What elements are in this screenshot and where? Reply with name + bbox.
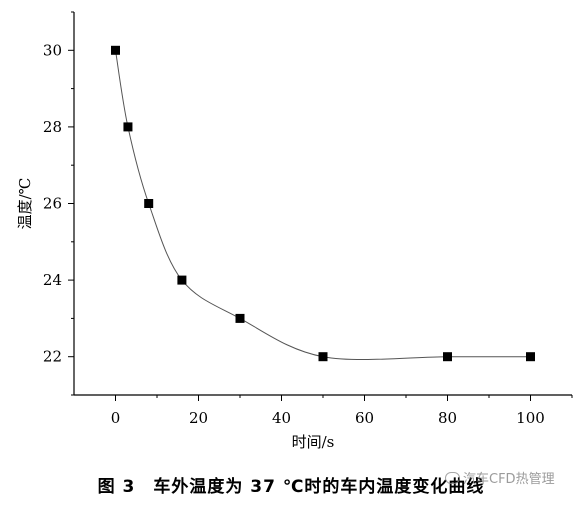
chart-tick-labels: 0 20 40 60 80 100 22 24 26 28 30 (43, 41, 545, 427)
data-point (235, 313, 245, 323)
data-point (177, 275, 187, 285)
y-tick-label: 26 (43, 195, 62, 213)
y-tick-label: 24 (43, 271, 62, 289)
figure-caption: 图 3 车外温度为 37 ℃时的车内温度变化曲线 (97, 477, 485, 497)
data-point (111, 45, 120, 55)
y-axis-title: 温度/℃ (16, 178, 34, 230)
data-markers (111, 45, 535, 362)
x-tick-label: 60 (355, 409, 374, 427)
data-point (123, 122, 133, 132)
y-tick-label: 22 (43, 348, 62, 366)
data-point (526, 352, 535, 362)
y-tick-label: 28 (43, 118, 62, 136)
x-tick-label: 0 (111, 409, 121, 427)
wechat-icon (445, 472, 460, 484)
x-tick-label: 20 (189, 409, 208, 427)
x-tick-label: 100 (516, 409, 545, 427)
temperature-chart: 0 20 40 60 80 100 22 24 26 28 30 时间/s 温度/℃ (16, 11, 573, 451)
x-tick-label: 40 (272, 409, 291, 427)
watermark: 汽车CFD热管理 (445, 472, 555, 488)
x-tick-label: 80 (438, 409, 457, 427)
y-tick-label: 30 (43, 41, 62, 59)
data-point (144, 199, 154, 208)
series-line (115, 50, 531, 361)
data-point (443, 352, 452, 362)
x-axis-title: 时间/s (292, 433, 335, 451)
chart-ticks (68, 11, 573, 401)
data-point (318, 352, 328, 362)
watermark-text: 汽车CFD热管理 (463, 472, 555, 487)
